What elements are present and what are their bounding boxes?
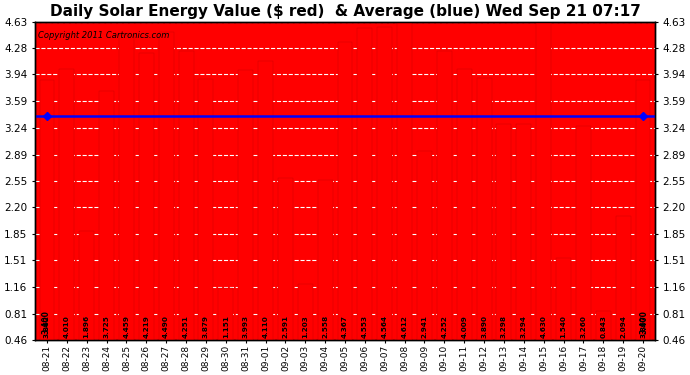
- Title: Daily Solar Energy Value ($ red)  & Average (blue) Wed Sep 21 07:17: Daily Solar Energy Value ($ red) & Avera…: [50, 4, 640, 19]
- Text: 4.630: 4.630: [541, 315, 546, 338]
- Text: 3.400: 3.400: [640, 310, 649, 334]
- Bar: [615, 216, 631, 340]
- Text: 1.896: 1.896: [83, 315, 90, 338]
- Bar: [139, 53, 154, 340]
- Bar: [39, 80, 55, 340]
- Text: 4.252: 4.252: [442, 315, 447, 338]
- Bar: [199, 79, 213, 340]
- Text: 4.009: 4.009: [461, 315, 467, 338]
- Bar: [159, 32, 174, 340]
- Text: 3.993: 3.993: [243, 315, 248, 338]
- Text: 4.553: 4.553: [362, 315, 368, 338]
- Text: 3.725: 3.725: [104, 315, 110, 338]
- Bar: [397, 23, 412, 341]
- Bar: [516, 124, 531, 340]
- Bar: [497, 123, 511, 340]
- Bar: [477, 78, 491, 340]
- Text: 4.564: 4.564: [382, 315, 388, 338]
- Bar: [536, 22, 551, 340]
- Text: 4.219: 4.219: [144, 315, 149, 338]
- Bar: [357, 28, 373, 340]
- Text: 4.110: 4.110: [262, 315, 268, 338]
- Bar: [79, 231, 94, 340]
- Bar: [417, 151, 432, 340]
- Bar: [437, 51, 452, 340]
- Text: 4.612: 4.612: [402, 315, 408, 338]
- Bar: [258, 62, 273, 340]
- Text: 3.294: 3.294: [521, 315, 526, 338]
- Text: 2.941: 2.941: [422, 315, 428, 338]
- Text: 3.260: 3.260: [580, 315, 586, 338]
- Text: Copyright 2011 Cartronics.com: Copyright 2011 Cartronics.com: [38, 31, 170, 40]
- Text: 1.203: 1.203: [302, 315, 308, 338]
- Text: 2.591: 2.591: [282, 315, 288, 338]
- Text: 3.890: 3.890: [481, 315, 487, 338]
- Bar: [278, 177, 293, 340]
- Text: 4.367: 4.367: [342, 315, 348, 338]
- Bar: [99, 91, 114, 340]
- Bar: [179, 51, 193, 340]
- Bar: [218, 288, 233, 340]
- Bar: [457, 69, 472, 340]
- Text: 1.151: 1.151: [223, 315, 229, 338]
- Bar: [635, 80, 651, 340]
- Text: 3.867: 3.867: [640, 315, 646, 338]
- Bar: [337, 42, 353, 340]
- Text: 0.843: 0.843: [600, 315, 607, 338]
- Bar: [119, 35, 134, 340]
- Bar: [317, 180, 333, 340]
- Text: 4.490: 4.490: [164, 315, 169, 338]
- Text: 2.558: 2.558: [322, 315, 328, 338]
- Bar: [298, 284, 313, 340]
- Bar: [596, 311, 611, 340]
- Text: 1.540: 1.540: [560, 315, 566, 338]
- Bar: [576, 126, 591, 340]
- Text: 3.298: 3.298: [501, 315, 507, 338]
- Bar: [377, 27, 392, 341]
- Text: 4.251: 4.251: [183, 315, 189, 338]
- Text: 4.459: 4.459: [124, 315, 130, 338]
- Bar: [59, 69, 75, 340]
- Bar: [238, 70, 253, 340]
- Text: 3.879: 3.879: [203, 315, 209, 338]
- Bar: [556, 258, 571, 340]
- Text: 2.094: 2.094: [620, 315, 626, 338]
- Text: 3.400: 3.400: [41, 310, 50, 334]
- Text: 3.862: 3.862: [44, 315, 50, 338]
- Text: 4.010: 4.010: [64, 315, 70, 338]
